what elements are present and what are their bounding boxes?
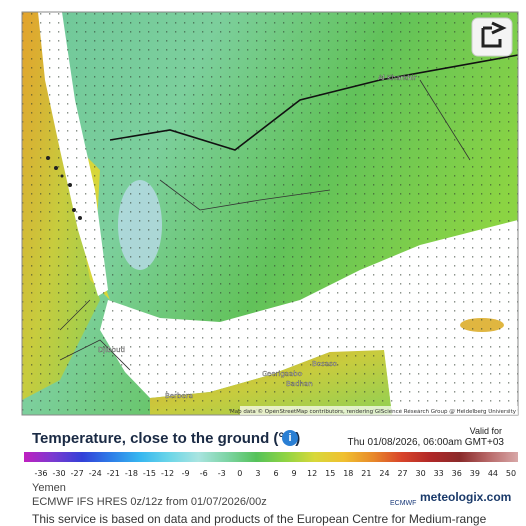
attribution-bg xyxy=(240,406,518,415)
border xyxy=(109,54,519,151)
value-grid xyxy=(22,12,518,415)
map: Al Kharkhir Djibouti Berbera Ceerigaabo Badh… xyxy=(21,11,519,416)
colorbar-tick-label: 0 xyxy=(237,469,242,478)
colorbar-tick-label: 36 xyxy=(452,469,462,478)
info-button[interactable]: i xyxy=(282,430,298,446)
colorbar-tick-label: -3 xyxy=(218,469,226,478)
colorbar-tick-label: -12 xyxy=(161,469,174,478)
admin-lines xyxy=(59,79,471,371)
colorbar-tick-label: 33 xyxy=(434,469,444,478)
footer: This service is based on data and produc… xyxy=(32,512,487,526)
colorbar-tick-label: -9 xyxy=(182,469,190,478)
colorbar-tick-label: 12 xyxy=(307,469,317,478)
colorbar-tick-label: -30 xyxy=(53,469,66,478)
colorbar-tick-label: -21 xyxy=(107,469,120,478)
colorbar-tick-label: 6 xyxy=(273,469,278,478)
colorbar-tick-label: 50 xyxy=(506,469,516,478)
region: Yemen xyxy=(32,482,66,494)
colorbar-tick-label: 3 xyxy=(255,469,260,478)
colorbar-tick-label: 21 xyxy=(361,469,371,478)
valid-time: Thu 01/08/2026, 06:00am GMT+03 xyxy=(347,437,505,448)
colorbar-tick-label: 44 xyxy=(488,469,498,478)
share-icon xyxy=(481,21,507,48)
place-label: Berbera xyxy=(165,392,193,400)
brand[interactable]: meteologix.com xyxy=(420,490,512,504)
place-label: Djibouti xyxy=(98,346,125,354)
place-label: Bosaso xyxy=(312,360,337,368)
colorbar-tick-label: 9 xyxy=(292,469,297,478)
colorbar-tick-label: 24 xyxy=(379,469,389,478)
colorbar-tick-label: -24 xyxy=(89,469,102,478)
attribution: Map data © OpenStreetMap contributors, r… xyxy=(230,408,517,415)
colorbar-tick-label: 39 xyxy=(470,469,480,478)
colorbar-tick-label: -15 xyxy=(143,469,156,478)
legend-title: Temperature, close to the ground (°C) xyxy=(32,430,301,447)
colorbar-ticks: -36 -30 -27 -24 -21 -18 -15 -12 -9 -6 -3 0 3 6 9 12 15 18… xyxy=(34,469,516,478)
model: ECMWF IFS HRES 0z/12z from 01/07/2026/00… xyxy=(32,496,267,508)
place-label: Badhan xyxy=(286,380,313,388)
ecmwf-logo: ECMWF xyxy=(390,500,417,507)
place-label: Al Kharkhir xyxy=(378,74,417,82)
colorbar-tick-label: 15 xyxy=(325,469,335,478)
colorbar-tick-label: -6 xyxy=(200,469,208,478)
colorbar-tick-label: -27 xyxy=(71,469,84,478)
colorbar xyxy=(24,452,518,462)
colorbar-tick-label: 18 xyxy=(343,469,353,478)
colorbar-tick-label: -36 xyxy=(34,469,47,478)
colorbar-tick-label: -18 xyxy=(125,469,138,478)
place-label: Ceerigaabo xyxy=(262,370,302,378)
colorbar-tick-label: 30 xyxy=(416,469,426,478)
valid-label: Valid for xyxy=(469,426,502,436)
colorbar-tick-label: 27 xyxy=(397,469,407,478)
